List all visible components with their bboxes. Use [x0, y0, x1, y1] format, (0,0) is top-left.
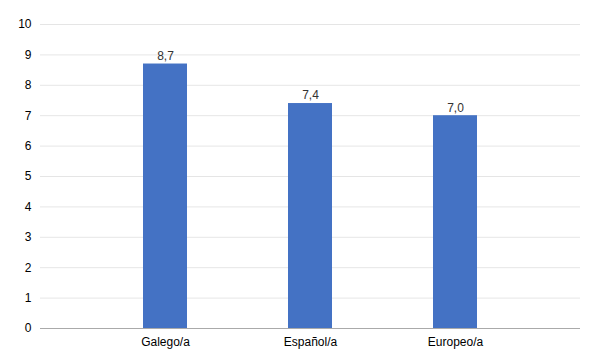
svg-text:0: 0: [25, 321, 32, 335]
svg-text:8: 8: [25, 78, 32, 92]
svg-text:Europeo/a: Europeo/a: [428, 335, 484, 349]
svg-text:9: 9: [25, 48, 32, 62]
svg-text:7,4: 7,4: [302, 88, 319, 102]
svg-text:3: 3: [25, 230, 32, 244]
svg-text:7,0: 7,0: [447, 101, 464, 115]
svg-text:4: 4: [25, 200, 32, 214]
svg-text:5: 5: [25, 169, 32, 183]
svg-text:6: 6: [25, 139, 32, 153]
svg-text:Español/a: Español/a: [284, 335, 338, 349]
svg-text:10: 10: [18, 17, 32, 31]
svg-text:7: 7: [25, 109, 32, 123]
svg-text:2: 2: [25, 261, 32, 275]
svg-text:Galego/a: Galego/a: [141, 335, 190, 349]
svg-text:8,7: 8,7: [157, 49, 174, 63]
svg-text:1: 1: [25, 291, 32, 305]
